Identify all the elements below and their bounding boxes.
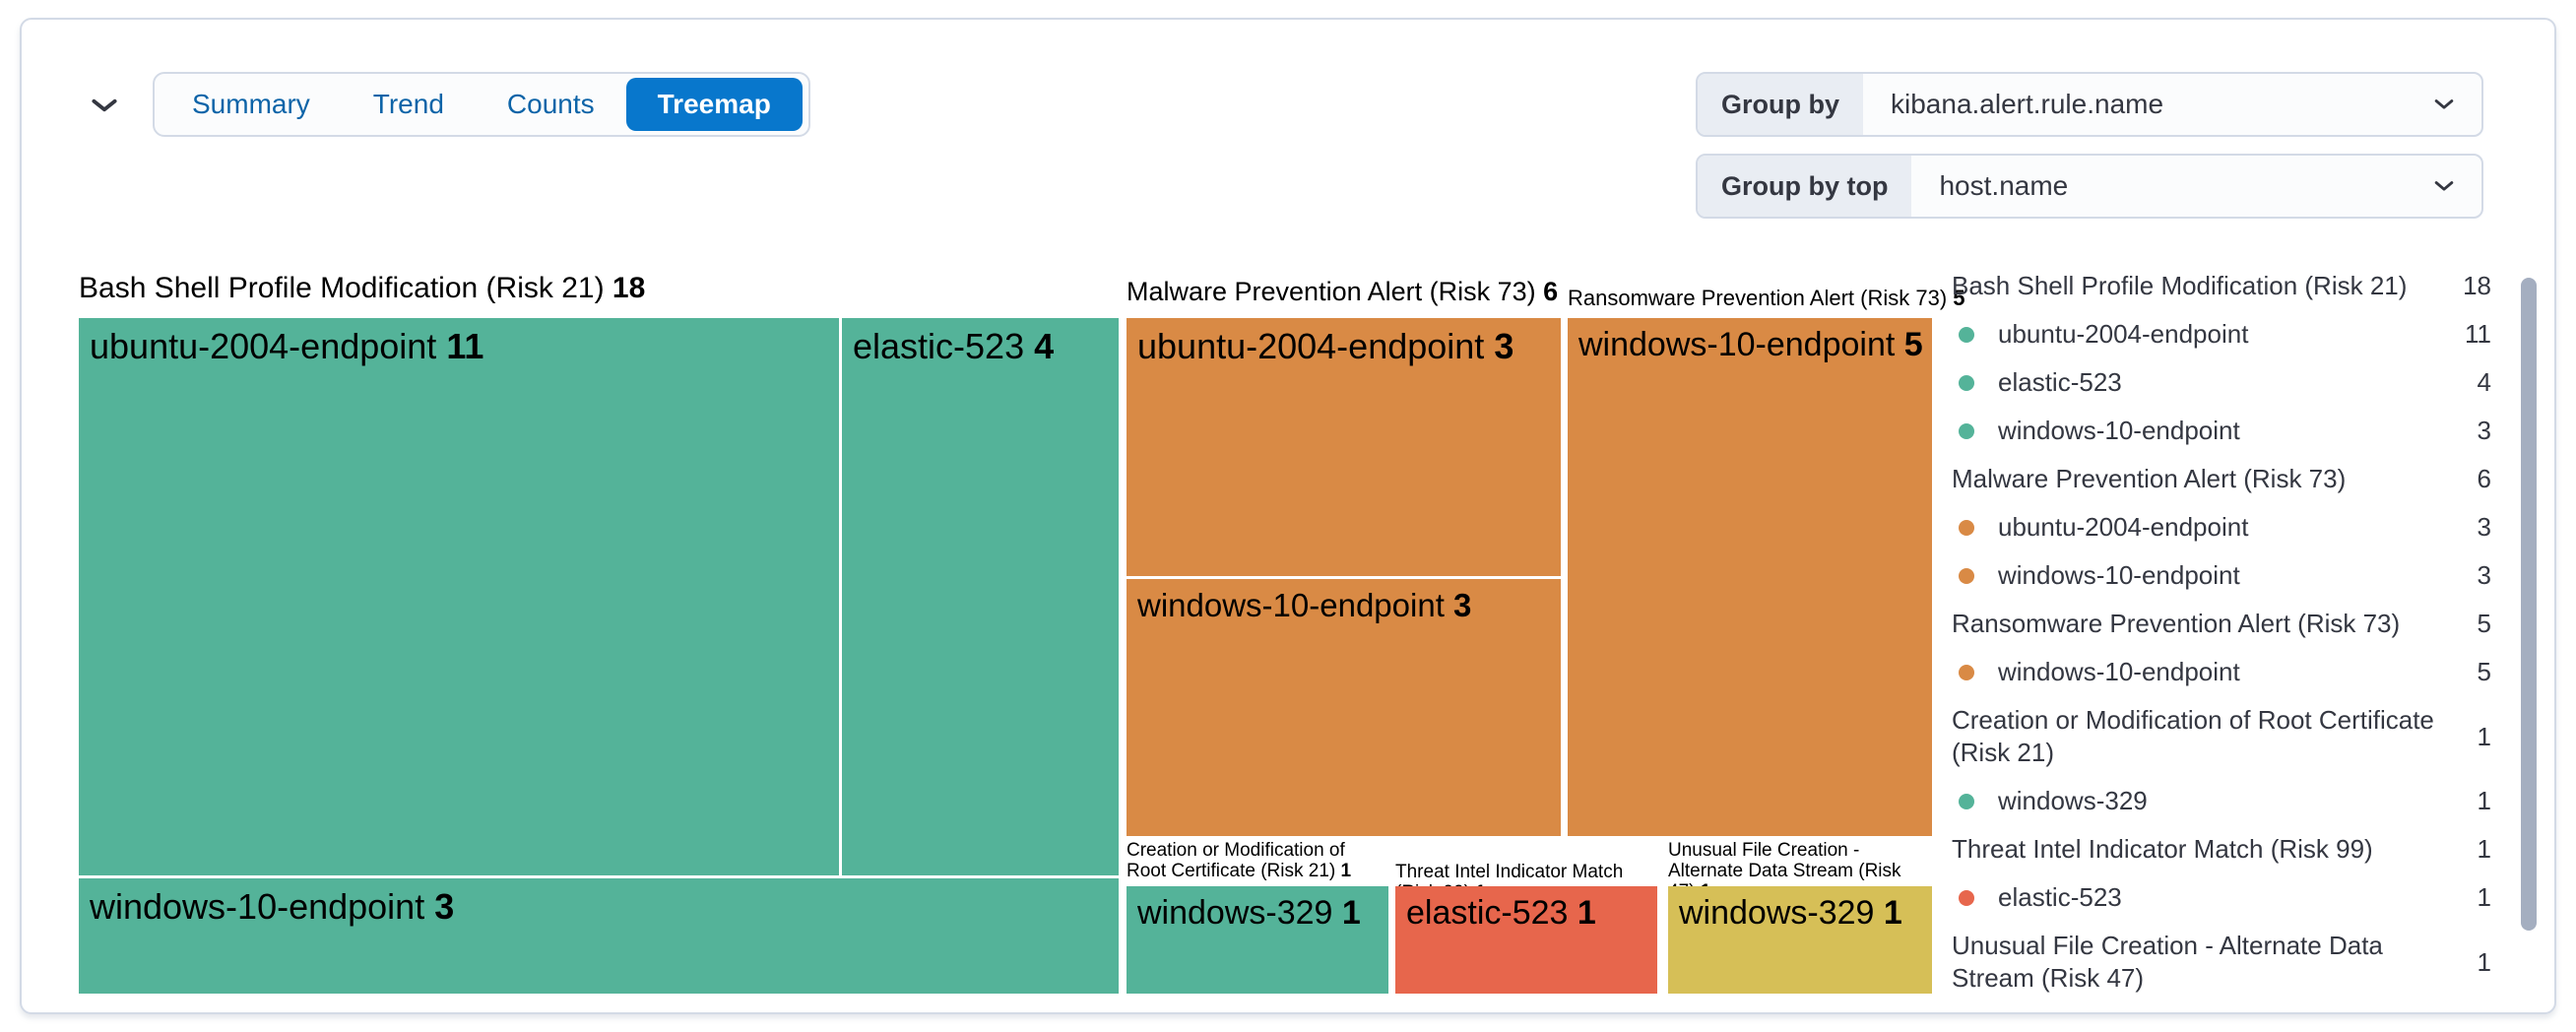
legend-dot-icon: [1959, 326, 1974, 343]
chevron-down-icon: [2430, 156, 2481, 217]
treemap-legend: Bash Shell Profile Modification (Risk 21…: [1952, 270, 2491, 1010]
treemap-cell[interactable]: windows-329 1: [1668, 886, 1932, 994]
group-by-top-label: Group by top: [1698, 156, 1912, 217]
tab-counts[interactable]: Counts: [476, 78, 626, 131]
legend-rule-row[interactable]: Threat Intel Indicator Match (Risk 99) 1: [1952, 834, 2491, 864]
treemap-cell[interactable]: windows-10-endpoint 3: [79, 878, 1119, 994]
tab-trend[interactable]: Trend: [342, 78, 476, 131]
treemap-group-label: Malware Prevention Alert (Risk 73) 6: [1127, 277, 1559, 306]
alerts-visualization-panel: Summary Trend Counts Treemap Group by ki…: [20, 18, 2556, 1014]
legend-rule-row[interactable]: Unusual File Creation - Alternate Data S…: [1952, 931, 2491, 993]
legend-host-row[interactable]: windows-10-endpoint 3: [1952, 559, 2491, 592]
treemap-cell[interactable]: elastic-523 1: [1395, 886, 1657, 994]
treemap-cell[interactable]: ubuntu-2004-endpoint 3: [1127, 318, 1561, 576]
group-by-top-select[interactable]: Group by top host.name: [1696, 154, 2483, 219]
legend-dot-icon: [1959, 374, 1974, 391]
legend-dot-icon: [1959, 889, 1974, 906]
legend-rule-row[interactable]: Malware Prevention Alert (Risk 73) 6: [1952, 464, 2491, 493]
group-by-label: Group by: [1698, 74, 1863, 135]
legend-host-row[interactable]: elastic-523 1: [1952, 881, 2491, 914]
legend-host-row[interactable]: windows-329 1: [1952, 785, 2491, 817]
legend-rule-row[interactable]: Ransomware Prevention Alert (Risk 73) 5: [1952, 609, 2491, 638]
collapse-section-button[interactable]: [79, 81, 130, 132]
treemap-group-label: Ransomware Prevention Alert (Risk 73) 5: [1568, 286, 1965, 310]
treemap-group-label: Creation or Modification of Root Certifi…: [1127, 840, 1352, 881]
legend-dot-icon: [1959, 422, 1974, 439]
chevron-down-icon: [2430, 74, 2481, 135]
legend-rule-row[interactable]: Bash Shell Profile Modification (Risk 21…: [1952, 271, 2491, 300]
legend-host-row[interactable]: ubuntu-2004-endpoint 11: [1952, 318, 2491, 351]
group-by-value[interactable]: kibana.alert.rule.name: [1891, 89, 2164, 119]
treemap-group-label: Bash Shell Profile Modification (Risk 21…: [79, 272, 646, 304]
group-by-top-value[interactable]: host.name: [1939, 170, 2069, 201]
treemap-cell[interactable]: windows-329 1: [1127, 886, 1388, 994]
tab-summary[interactable]: Summary: [161, 78, 342, 131]
legend-dot-icon: [1959, 519, 1974, 536]
legend-host-row[interactable]: ubuntu-2004-endpoint 3: [1952, 511, 2491, 544]
legend-rule-row[interactable]: Creation or Modification of Root Certifi…: [1952, 705, 2491, 767]
chevron-down-icon: [88, 89, 121, 125]
treemap-cell[interactable]: elastic-523 4: [842, 318, 1119, 875]
treemap-cell[interactable]: windows-10-endpoint 5: [1568, 318, 1932, 836]
legend-dot-icon: [1959, 664, 1974, 680]
legend-scrollbar-thumb[interactable]: [2521, 278, 2537, 931]
tab-treemap[interactable]: Treemap: [625, 78, 803, 131]
legend-host-row[interactable]: windows-10-endpoint 5: [1952, 656, 2491, 688]
treemap-cell[interactable]: windows-10-endpoint 3: [1127, 579, 1561, 836]
group-by-select[interactable]: Group by kibana.alert.rule.name: [1696, 72, 2483, 137]
legend-host-row[interactable]: windows-10-endpoint 3: [1952, 415, 2491, 447]
treemap-cell[interactable]: ubuntu-2004-endpoint 11: [79, 318, 839, 875]
view-selector-button-group: Summary Trend Counts Treemap: [153, 72, 810, 137]
legend-dot-icon: [1959, 793, 1974, 809]
legend-dot-icon: [1959, 567, 1974, 584]
legend-host-row[interactable]: elastic-523 4: [1952, 366, 2491, 399]
